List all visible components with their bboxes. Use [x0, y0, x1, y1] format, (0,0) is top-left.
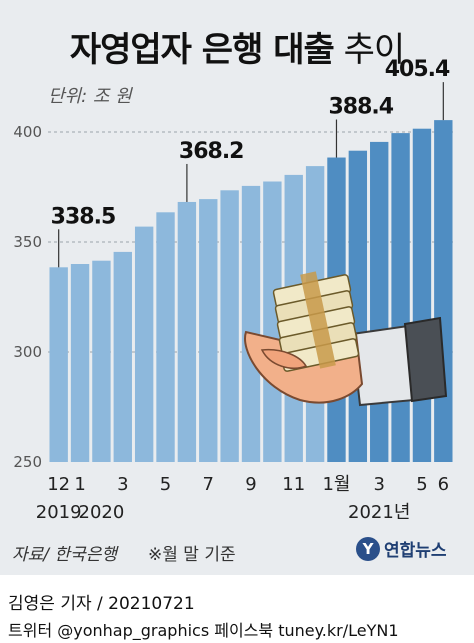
x-tick-label: 1월: [322, 474, 350, 495]
money-hand-illustration: [244, 271, 448, 407]
title-light: 추이: [343, 30, 406, 70]
y-tick-label: 250: [13, 453, 42, 471]
y-tick-label: 300: [13, 343, 42, 361]
data-label: 368.2: [179, 139, 244, 164]
bar-2020-01: [70, 264, 90, 462]
reporter-credit: 김영은 기자 / 20210721: [8, 594, 195, 614]
yonhap-logo-icon: Y: [356, 536, 380, 561]
bar-2021-04: [391, 133, 410, 462]
bar-2021-03: [370, 141, 389, 462]
year-label: 2020: [79, 502, 125, 523]
x-tick-label: 3: [117, 474, 128, 495]
page-title: 자영업자 은행 대출 추이: [0, 22, 474, 71]
x-tick-label: 1: [74, 474, 85, 495]
year-label: 2021년: [348, 502, 410, 523]
bar-2020-03: [113, 251, 132, 462]
basis-note: ※월 말 기준: [148, 545, 236, 565]
unit-label: 단위: 조 원: [48, 86, 132, 107]
bar-2021-05: [412, 128, 432, 462]
x-tick-label: 12: [47, 474, 70, 495]
bar-2020-02: [92, 260, 111, 462]
x-tick-label: 11: [282, 474, 305, 495]
y-tick-label: 350: [13, 233, 42, 251]
bar-2020-10: [263, 181, 282, 462]
x-tick-label: 6: [438, 474, 449, 495]
jacket-sleeve-icon: [403, 316, 448, 403]
y-tick-label: 400: [13, 123, 42, 141]
bar-2020-05: [156, 212, 175, 462]
source-note: 자료/ 한국은행: [12, 545, 117, 565]
x-tick-label: 5: [416, 474, 427, 495]
thumb-icon: [260, 348, 308, 370]
bars-layer: [49, 120, 453, 463]
title-main: 자영업자 은행 대출: [69, 30, 335, 70]
bar-2020-06: [177, 201, 197, 462]
data-label: 405.4: [385, 57, 450, 82]
logo-text: 연합뉴스: [384, 541, 447, 561]
x-tick-label: 7: [203, 474, 214, 495]
social-links: 트위터 @yonhap_graphics 페이스북 tuney.kr/LeYN1: [8, 621, 399, 640]
shirt-cuff-icon: [350, 324, 416, 407]
data-label: 338.5: [51, 204, 116, 229]
yonhap-logo: Y 연합뉴스: [356, 536, 447, 561]
data-label: 388.4: [328, 95, 393, 120]
x-tick-label: 5: [160, 474, 171, 495]
bar-2020-04: [134, 226, 154, 462]
year-label: 2019: [36, 502, 82, 523]
x-tick-label: 3: [373, 474, 384, 495]
bar-2020-07: [199, 199, 218, 462]
bar-2020-09: [241, 185, 261, 462]
bar-2019-12: [49, 267, 68, 462]
x-tick-label: 9: [245, 474, 256, 495]
bar-2021-06: [434, 120, 453, 463]
bar-2020-08: [220, 190, 239, 463]
